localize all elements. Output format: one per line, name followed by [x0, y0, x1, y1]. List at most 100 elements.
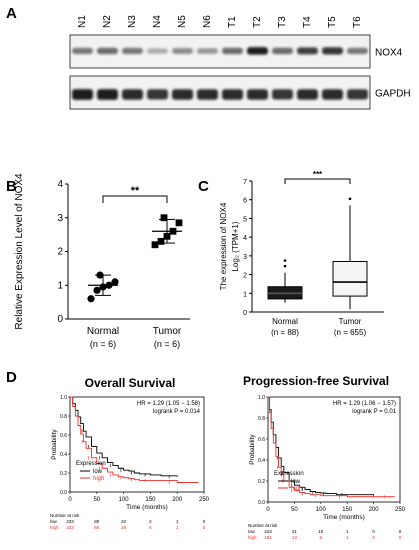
blot-band	[97, 47, 118, 55]
y-tick-label: 6	[243, 198, 247, 205]
y-tick-label: 3	[243, 254, 247, 261]
y-tick-label: 7	[243, 179, 247, 186]
significance-bracket	[102, 195, 168, 203]
western-blot: N1 N2 N3 N4 N5 N6 T1 T2 T3 T4 T5 T6 NOX4 GAPDH	[69, 15, 411, 110]
risk-count: 6	[149, 525, 152, 530]
y-tick-label: 1	[243, 291, 247, 298]
y-tick-label: 1.0	[258, 395, 265, 401]
risk-count: 333	[66, 519, 74, 524]
risk-table-label: Number at risk	[248, 523, 278, 528]
lane-label: N1	[77, 15, 88, 28]
x-axis-label: Time (months)	[323, 514, 365, 521]
x-category-n: (n = 655)	[334, 328, 367, 337]
data-point	[163, 232, 171, 240]
blot-band	[347, 89, 368, 100]
data-point	[160, 214, 168, 222]
legend-label: low	[93, 469, 103, 475]
x-tick-label: 200	[369, 507, 380, 513]
legend-title: Expression	[274, 471, 304, 477]
y-tick-label: 0.2	[258, 479, 265, 485]
y-tick-label: 0.4	[258, 458, 265, 464]
y-tick-label: 0.6	[60, 433, 67, 439]
blot-strip	[69, 34, 371, 69]
band-label: NOX4	[375, 48, 403, 59]
x-tick-label: 200	[172, 497, 183, 503]
lane-label: T5	[327, 16, 338, 28]
blot-band	[222, 89, 243, 100]
km-curve-high	[70, 396, 199, 483]
risk-count: 22	[121, 519, 127, 524]
hr-annotation: HR = 1.29 (1.06 − 1.57)	[333, 401, 396, 407]
risk-count: 1	[346, 529, 349, 534]
risk-count: 0	[203, 525, 206, 530]
y-tick-label: 0.4	[60, 452, 67, 458]
y-tick-label: 0.0	[258, 500, 265, 506]
legend-label: high	[93, 476, 104, 482]
legend-title: Expression	[76, 461, 106, 467]
y-tick-label: 0.8	[258, 416, 265, 422]
blot-band	[97, 89, 118, 100]
data-point	[111, 278, 119, 286]
y-tick-label: 0	[57, 314, 63, 325]
risk-count: 10	[318, 529, 324, 534]
risk-count: 13	[292, 535, 298, 540]
data-point	[151, 241, 159, 249]
risk-count: 1	[176, 519, 179, 524]
significance-label: ***	[313, 170, 323, 179]
x-tick-label: 50	[93, 497, 100, 503]
blot-band	[172, 89, 193, 100]
blot-band	[147, 89, 168, 100]
blot-band	[322, 89, 343, 100]
risk-count: 423	[264, 529, 272, 534]
risk-count: 0	[372, 529, 375, 534]
lane-label: N3	[127, 15, 138, 28]
x-category-n: (n = 88)	[271, 328, 299, 337]
blot-band	[197, 48, 218, 54]
lane-label: N6	[202, 15, 213, 28]
data-point	[96, 271, 104, 279]
data-point	[157, 237, 165, 245]
risk-count: 66	[94, 525, 100, 530]
lane-label: T3	[277, 16, 288, 28]
lane-label: N5	[177, 15, 188, 28]
risk-count: 80	[94, 519, 100, 524]
risk-row-name: low	[248, 529, 256, 534]
x-tick-label: 250	[395, 507, 406, 513]
lane-label: N4	[152, 15, 163, 28]
outlier	[283, 259, 287, 262]
blot-band	[122, 47, 143, 55]
blot-band	[247, 89, 268, 100]
panel-label-b: B	[6, 178, 17, 195]
x-tick-label: 250	[199, 497, 210, 503]
x-tick-label: 0	[266, 507, 270, 513]
chart-title: Overall Survival	[85, 376, 176, 390]
risk-row-name: low	[50, 519, 58, 524]
blot-band	[222, 47, 243, 55]
lane-label: N2	[102, 15, 113, 28]
blot-band	[272, 47, 293, 55]
legend-label: high	[291, 486, 302, 492]
logrank-annotation: logrank P = 0.01	[352, 409, 396, 415]
blot-band	[122, 89, 143, 100]
outlier	[348, 197, 352, 201]
y-axis-label: Probability	[51, 429, 58, 460]
chart-relative-expression: 0 1 2 3 4 Normal (n = 6) Tumor (n = 6) Relative E…	[14, 173, 190, 349]
data-point	[87, 295, 95, 303]
risk-count: 41	[292, 529, 298, 534]
band-label: GAPDH	[375, 89, 411, 100]
y-tick-label: 0.8	[60, 414, 67, 420]
y-tick-label: 1	[57, 280, 63, 291]
blot-band	[197, 89, 218, 100]
blot-band	[247, 47, 268, 55]
risk-count: 1	[176, 525, 179, 530]
blot-band	[297, 89, 318, 100]
risk-count: 2	[149, 519, 152, 524]
risk-count: 0	[372, 535, 375, 540]
y-tick-label: 4	[243, 235, 247, 242]
x-category-n: (n = 6)	[90, 339, 116, 349]
lane-label: T1	[227, 16, 238, 28]
data-point	[169, 227, 177, 235]
blot-band	[272, 89, 293, 100]
km-curve-low	[70, 396, 178, 477]
